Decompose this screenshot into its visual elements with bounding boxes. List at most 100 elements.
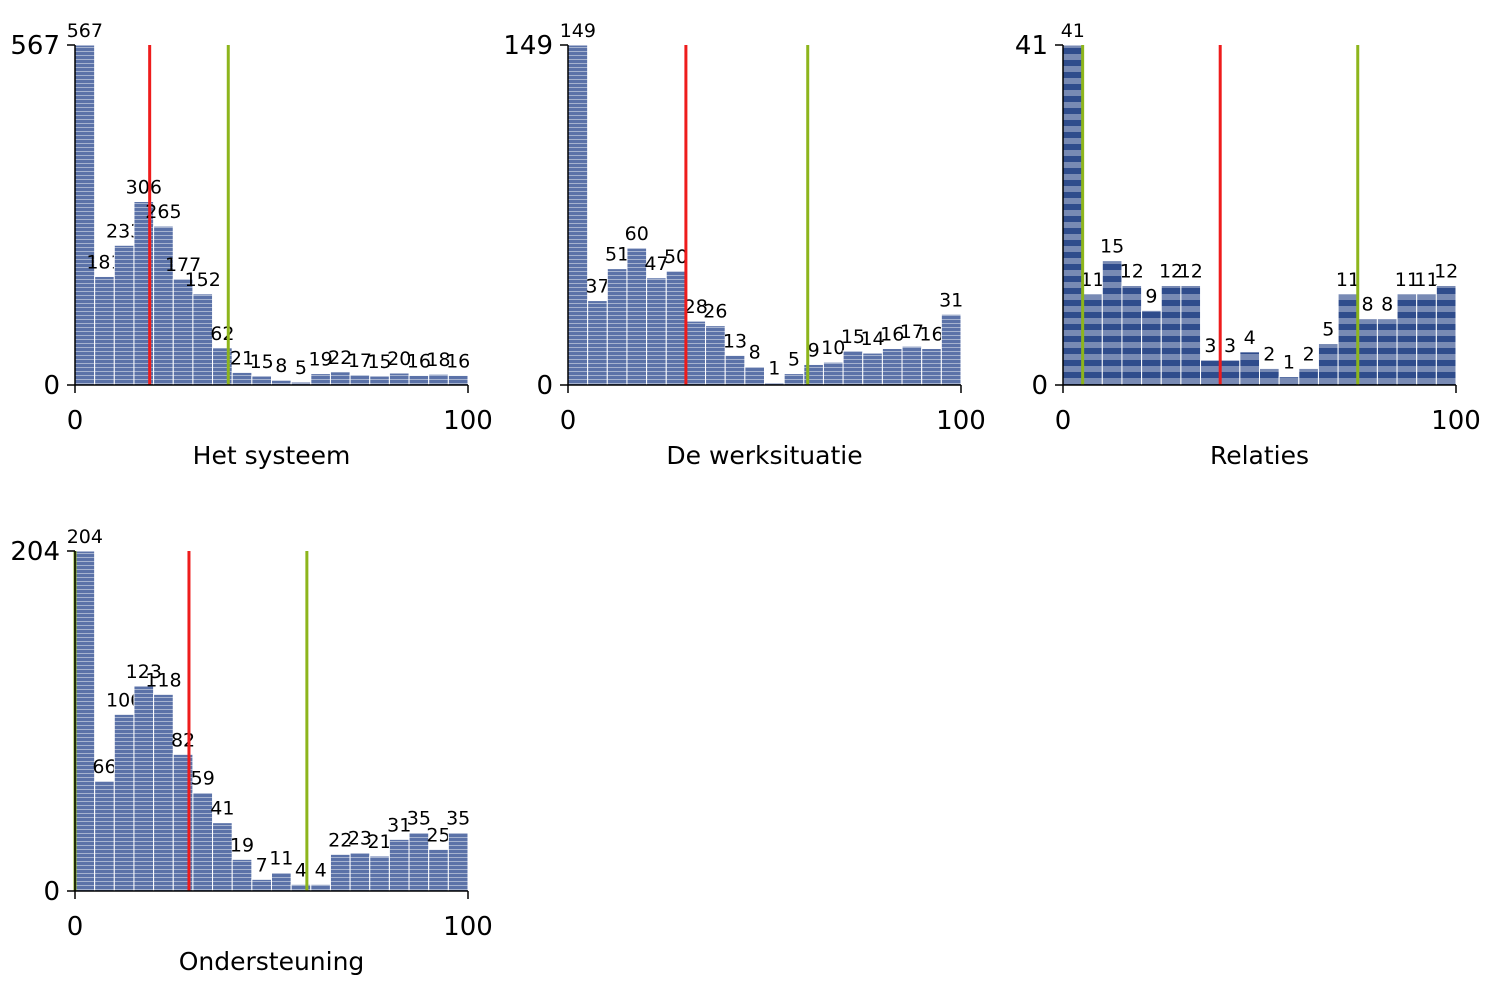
value-label: 28 <box>684 296 708 318</box>
x-tick-label: 0 <box>560 406 577 436</box>
bar-texture <box>114 714 134 891</box>
x-axis-label: Relaties <box>1210 441 1309 470</box>
bar-texture <box>409 832 429 891</box>
bar-group <box>1317 343 1339 386</box>
bar-texture <box>626 248 647 385</box>
value-label: 18 <box>426 349 450 371</box>
value-label: 5 <box>1322 319 1334 341</box>
bar-group <box>192 293 214 386</box>
bar-group <box>1298 367 1319 386</box>
bar-group <box>862 352 883 386</box>
bar-texture <box>1180 285 1201 385</box>
bar-texture <box>212 822 233 891</box>
value-label: 11 <box>1414 269 1438 291</box>
value-label: 8 <box>275 355 287 377</box>
value-label: 2 <box>1303 343 1315 365</box>
bar-group <box>1219 359 1241 386</box>
bar-texture <box>1357 318 1378 385</box>
x-tick-label: 0 <box>1055 406 1072 436</box>
bar-group <box>1082 293 1103 386</box>
bar-texture <box>448 832 468 891</box>
bar-group <box>94 780 115 892</box>
value-label: 5 <box>788 349 800 371</box>
bar-texture <box>784 373 804 385</box>
value-label: 265 <box>145 201 181 223</box>
bar-group <box>113 713 135 892</box>
bar-texture <box>271 872 292 891</box>
value-label: 16 <box>919 323 943 345</box>
bar-group <box>1357 318 1378 386</box>
value-label: 11 <box>269 848 293 870</box>
bar-group <box>646 277 667 386</box>
bar-group <box>822 361 844 386</box>
bar-group <box>447 374 469 386</box>
bar-texture <box>1436 285 1456 385</box>
bar-texture <box>251 376 272 385</box>
value-label: 51 <box>605 244 629 266</box>
bar-texture <box>75 45 95 385</box>
bar-group <box>94 275 115 386</box>
bar-group <box>1141 309 1162 386</box>
value-label: 5 <box>295 357 307 379</box>
x-tick-label: 0 <box>67 406 84 436</box>
bar-texture <box>75 551 95 891</box>
value-label: 35 <box>446 808 470 830</box>
bar-texture <box>1239 351 1260 385</box>
bar-texture <box>251 879 272 891</box>
bar-texture <box>133 686 154 891</box>
bar-group <box>1259 367 1280 386</box>
value-label: 16 <box>407 350 431 372</box>
value-label: 59 <box>191 768 215 790</box>
y-tick-label: 204 <box>10 537 60 567</box>
value-label: 31 <box>387 814 411 836</box>
value-label: 149 <box>560 20 596 42</box>
bar-texture <box>1161 285 1181 385</box>
value-label: 16 <box>880 323 904 345</box>
bar-group <box>369 375 390 386</box>
bar-group <box>428 373 449 386</box>
bar-texture <box>843 350 863 385</box>
value-label: 22 <box>328 347 352 369</box>
bar-group <box>113 244 135 386</box>
bar-group <box>1416 293 1437 386</box>
x-tick-label: 0 <box>67 912 84 942</box>
bar-group <box>428 848 449 892</box>
value-label: 12 <box>1120 260 1144 282</box>
value-label: 15 <box>1100 236 1124 258</box>
bar-group <box>921 347 942 386</box>
bar-texture <box>192 792 213 891</box>
bar-texture <box>941 314 961 385</box>
bar-texture <box>1200 360 1221 385</box>
bar-group <box>369 855 390 892</box>
value-label: 11 <box>1336 269 1360 291</box>
value-label: 4 <box>295 859 307 881</box>
value-label: 22 <box>328 829 352 851</box>
bar-texture <box>725 355 745 385</box>
value-label: 82 <box>171 729 195 751</box>
value-label: 177 <box>165 254 201 276</box>
bar-texture <box>764 382 785 385</box>
bar-group <box>685 320 707 386</box>
bar-group <box>1180 284 1202 386</box>
y-tick-label: 0 <box>43 877 60 907</box>
x-tick-label: 100 <box>936 406 986 436</box>
value-label: 152 <box>185 269 221 291</box>
bar-group <box>310 373 331 386</box>
bar-group <box>1278 376 1300 386</box>
value-label: 21 <box>367 831 391 853</box>
value-label: 23 <box>348 828 372 850</box>
bar-texture <box>1279 376 1299 385</box>
bar-group <box>212 822 233 892</box>
bar-texture <box>705 325 726 385</box>
value-label: 106 <box>106 689 142 711</box>
value-label: 8 <box>1362 294 1374 316</box>
bar-texture <box>607 268 627 385</box>
bar-texture <box>1082 293 1103 385</box>
value-label: 17 <box>900 321 924 343</box>
bar-texture <box>744 366 765 385</box>
y-tick-label: 0 <box>43 371 60 401</box>
value-label: 14 <box>860 328 884 350</box>
bar-group <box>1200 359 1221 386</box>
